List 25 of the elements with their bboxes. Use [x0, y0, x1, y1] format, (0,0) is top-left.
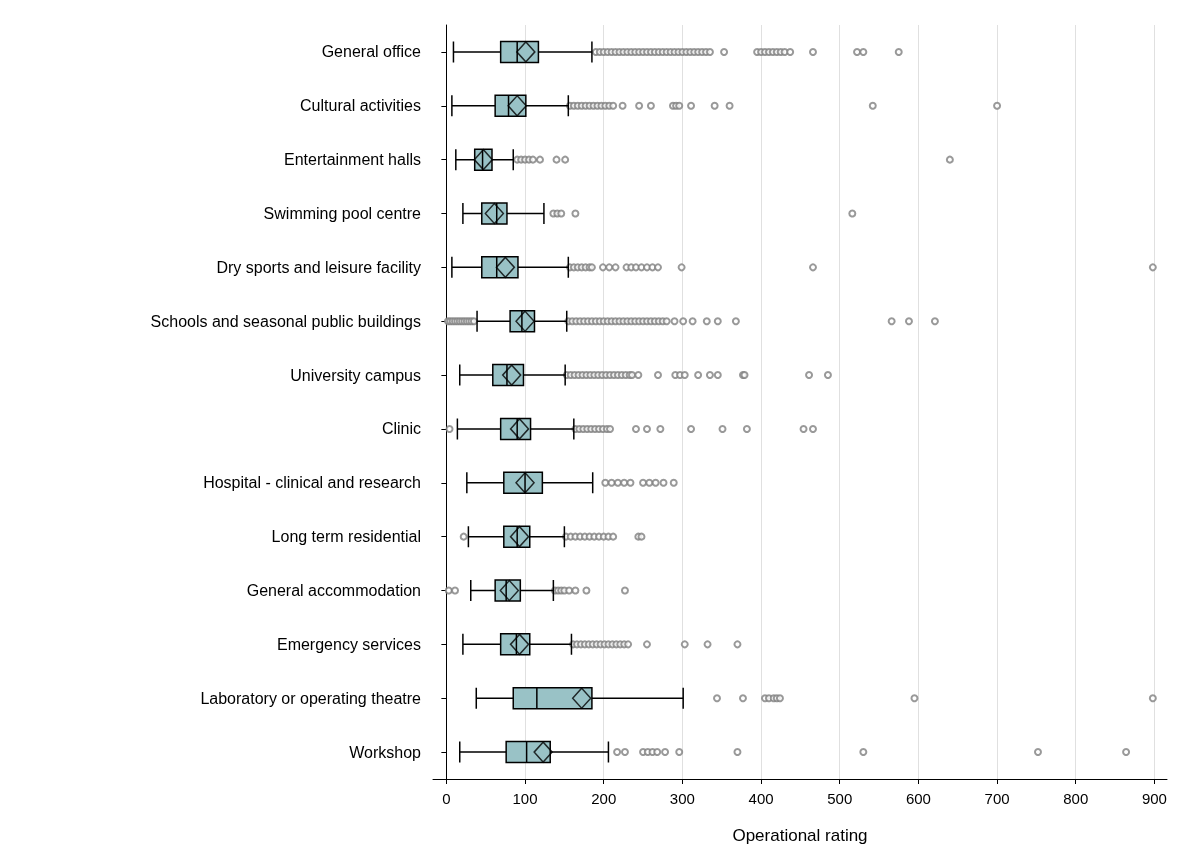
- x-tick-label: 300: [669, 790, 695, 807]
- x-tick-label: 500: [827, 790, 853, 807]
- x-tick-label: 600: [905, 790, 931, 807]
- x-axis-title: Operational rating: [732, 826, 868, 845]
- y-tick-label: University campus: [290, 366, 421, 384]
- y-tick-label: Hospital - clinical and research: [203, 474, 421, 492]
- y-tick-label: Clinic: [381, 420, 421, 438]
- y-tick-label: Workshop: [349, 743, 422, 761]
- y-tick-label: Long term residential: [271, 528, 421, 546]
- y-tick-label: Schools and seasonal public buildings: [150, 312, 421, 330]
- x-tick-label: 900: [1141, 790, 1167, 807]
- y-tick-label: Dry sports and leisure facility: [216, 258, 421, 276]
- x-tick-label: 700: [984, 790, 1010, 807]
- y-tick-label: Emergency services: [276, 635, 421, 653]
- y-tick-label: General accommodation: [246, 582, 421, 599]
- y-tick-label: Cultural activities: [300, 97, 421, 115]
- y-tick-label: General office: [321, 43, 422, 61]
- y-tick-label: Entertainment halls: [284, 151, 421, 169]
- y-tick-label: Swimming pool centre: [263, 205, 422, 222]
- x-tick-label: 200: [591, 790, 617, 807]
- x-tick-label: 400: [748, 790, 774, 807]
- x-tick-label: 800: [1063, 790, 1089, 807]
- x-tick-label: 0: [442, 790, 451, 807]
- x-tick-label: 100: [512, 790, 538, 807]
- y-tick-label: Laboratory or operating theatre: [200, 689, 422, 707]
